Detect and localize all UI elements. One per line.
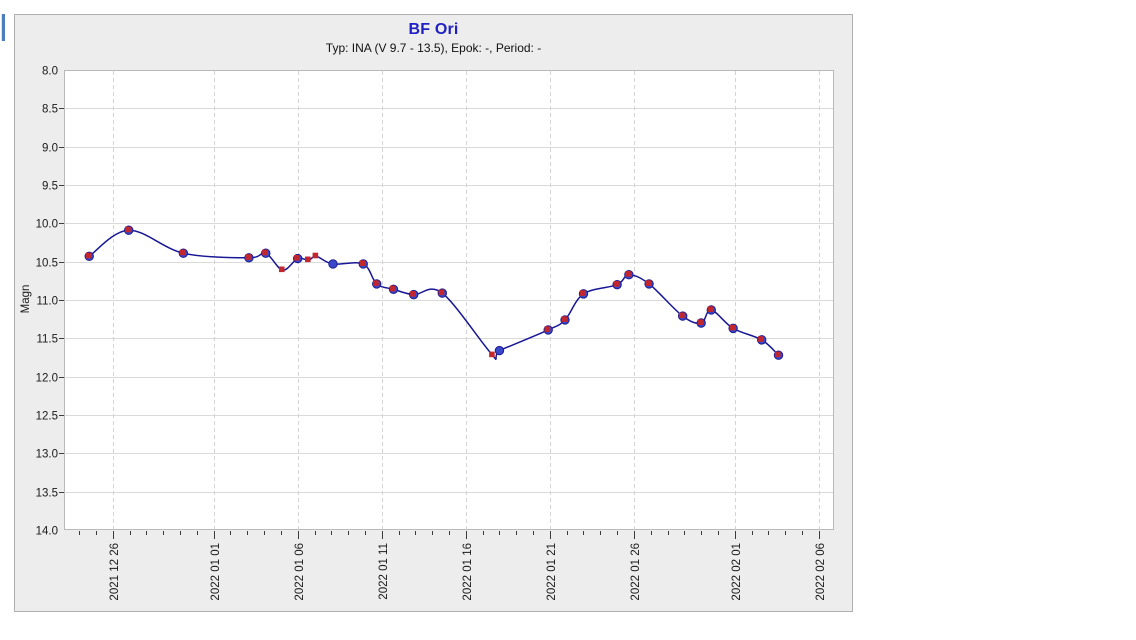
x-tick-label: 2022 01 01 <box>210 543 222 601</box>
data-point-square <box>625 271 631 277</box>
y-tick-label: 11.5 <box>36 334 58 346</box>
data-point-square <box>179 249 186 256</box>
data-point-square <box>438 289 445 296</box>
y-tick-label: 13.5 <box>36 488 58 500</box>
data-point-square <box>489 351 495 358</box>
data-point-square <box>561 316 568 322</box>
y-tick-label: 10.0 <box>36 219 58 231</box>
y-axis-title: Magn <box>20 285 32 314</box>
x-tick-label: 2022 01 06 <box>294 543 306 601</box>
x-tick-label: 2022 02 06 <box>815 543 827 601</box>
y-tick-label: 11.0 <box>36 296 58 308</box>
data-point-square <box>278 266 285 273</box>
data-point-square <box>359 260 366 266</box>
data-point-square <box>729 324 736 331</box>
data-point-square <box>697 319 704 325</box>
data-point-square <box>579 290 586 296</box>
data-point-square <box>245 254 251 260</box>
data-point-square <box>125 226 131 233</box>
data-point-square <box>645 280 652 286</box>
y-tick-label: 14.0 <box>36 526 58 538</box>
y-tick-label: 12.5 <box>36 411 58 423</box>
x-tick-label: 2022 01 16 <box>462 543 474 601</box>
y-tick-label: 8.5 <box>42 104 58 116</box>
data-point-square <box>373 280 379 286</box>
data-point-square <box>410 291 416 297</box>
x-tick-label: 2022 01 21 <box>546 543 558 601</box>
y-tick-label: 10.5 <box>36 258 58 270</box>
chart-title: BF Ori <box>408 21 459 38</box>
chart-subtitle: Typ: INA (V 9.7 - 13.5), Epok: -, Period… <box>325 41 542 55</box>
x-tick-label: 2022 01 11 <box>378 543 390 600</box>
data-point-square <box>707 306 714 312</box>
data-point-square <box>85 252 92 259</box>
x-tick-label: 2021 12 26 <box>109 543 121 601</box>
data-point-circle <box>328 259 338 269</box>
data-point-square <box>544 326 551 332</box>
data-point-square <box>305 256 311 263</box>
data-point-square <box>758 336 764 342</box>
light-curve-plot: 8.0 8.5 9.0 9.5 10.0 10.5 11.0 11.5 12.0 12.5 13.0… <box>20 66 834 601</box>
y-tick-label: 9.5 <box>42 181 58 193</box>
x-tick-label: 2022 01 26 <box>630 543 642 601</box>
x-tick-label: 2022 02 01 <box>731 543 743 601</box>
data-point-square <box>312 252 319 259</box>
data-point-square <box>389 285 396 292</box>
data-point-circle <box>494 345 505 356</box>
data-point-square <box>613 281 620 287</box>
background-window-sliver <box>1 14 5 41</box>
data-point-square <box>294 255 300 261</box>
data-point-square <box>679 312 685 319</box>
chart-panel: BF Ori Typ: INA (V 9.7 - 13.5), Epok: -,… <box>14 14 853 612</box>
data-point-square <box>262 249 268 256</box>
y-tick-label: 9.0 <box>42 143 58 155</box>
y-tick-label: 12.0 <box>36 373 58 385</box>
data-point-square <box>774 351 781 358</box>
y-tick-label: 8.0 <box>42 66 58 78</box>
y-tick-label: 13.0 <box>36 449 58 461</box>
